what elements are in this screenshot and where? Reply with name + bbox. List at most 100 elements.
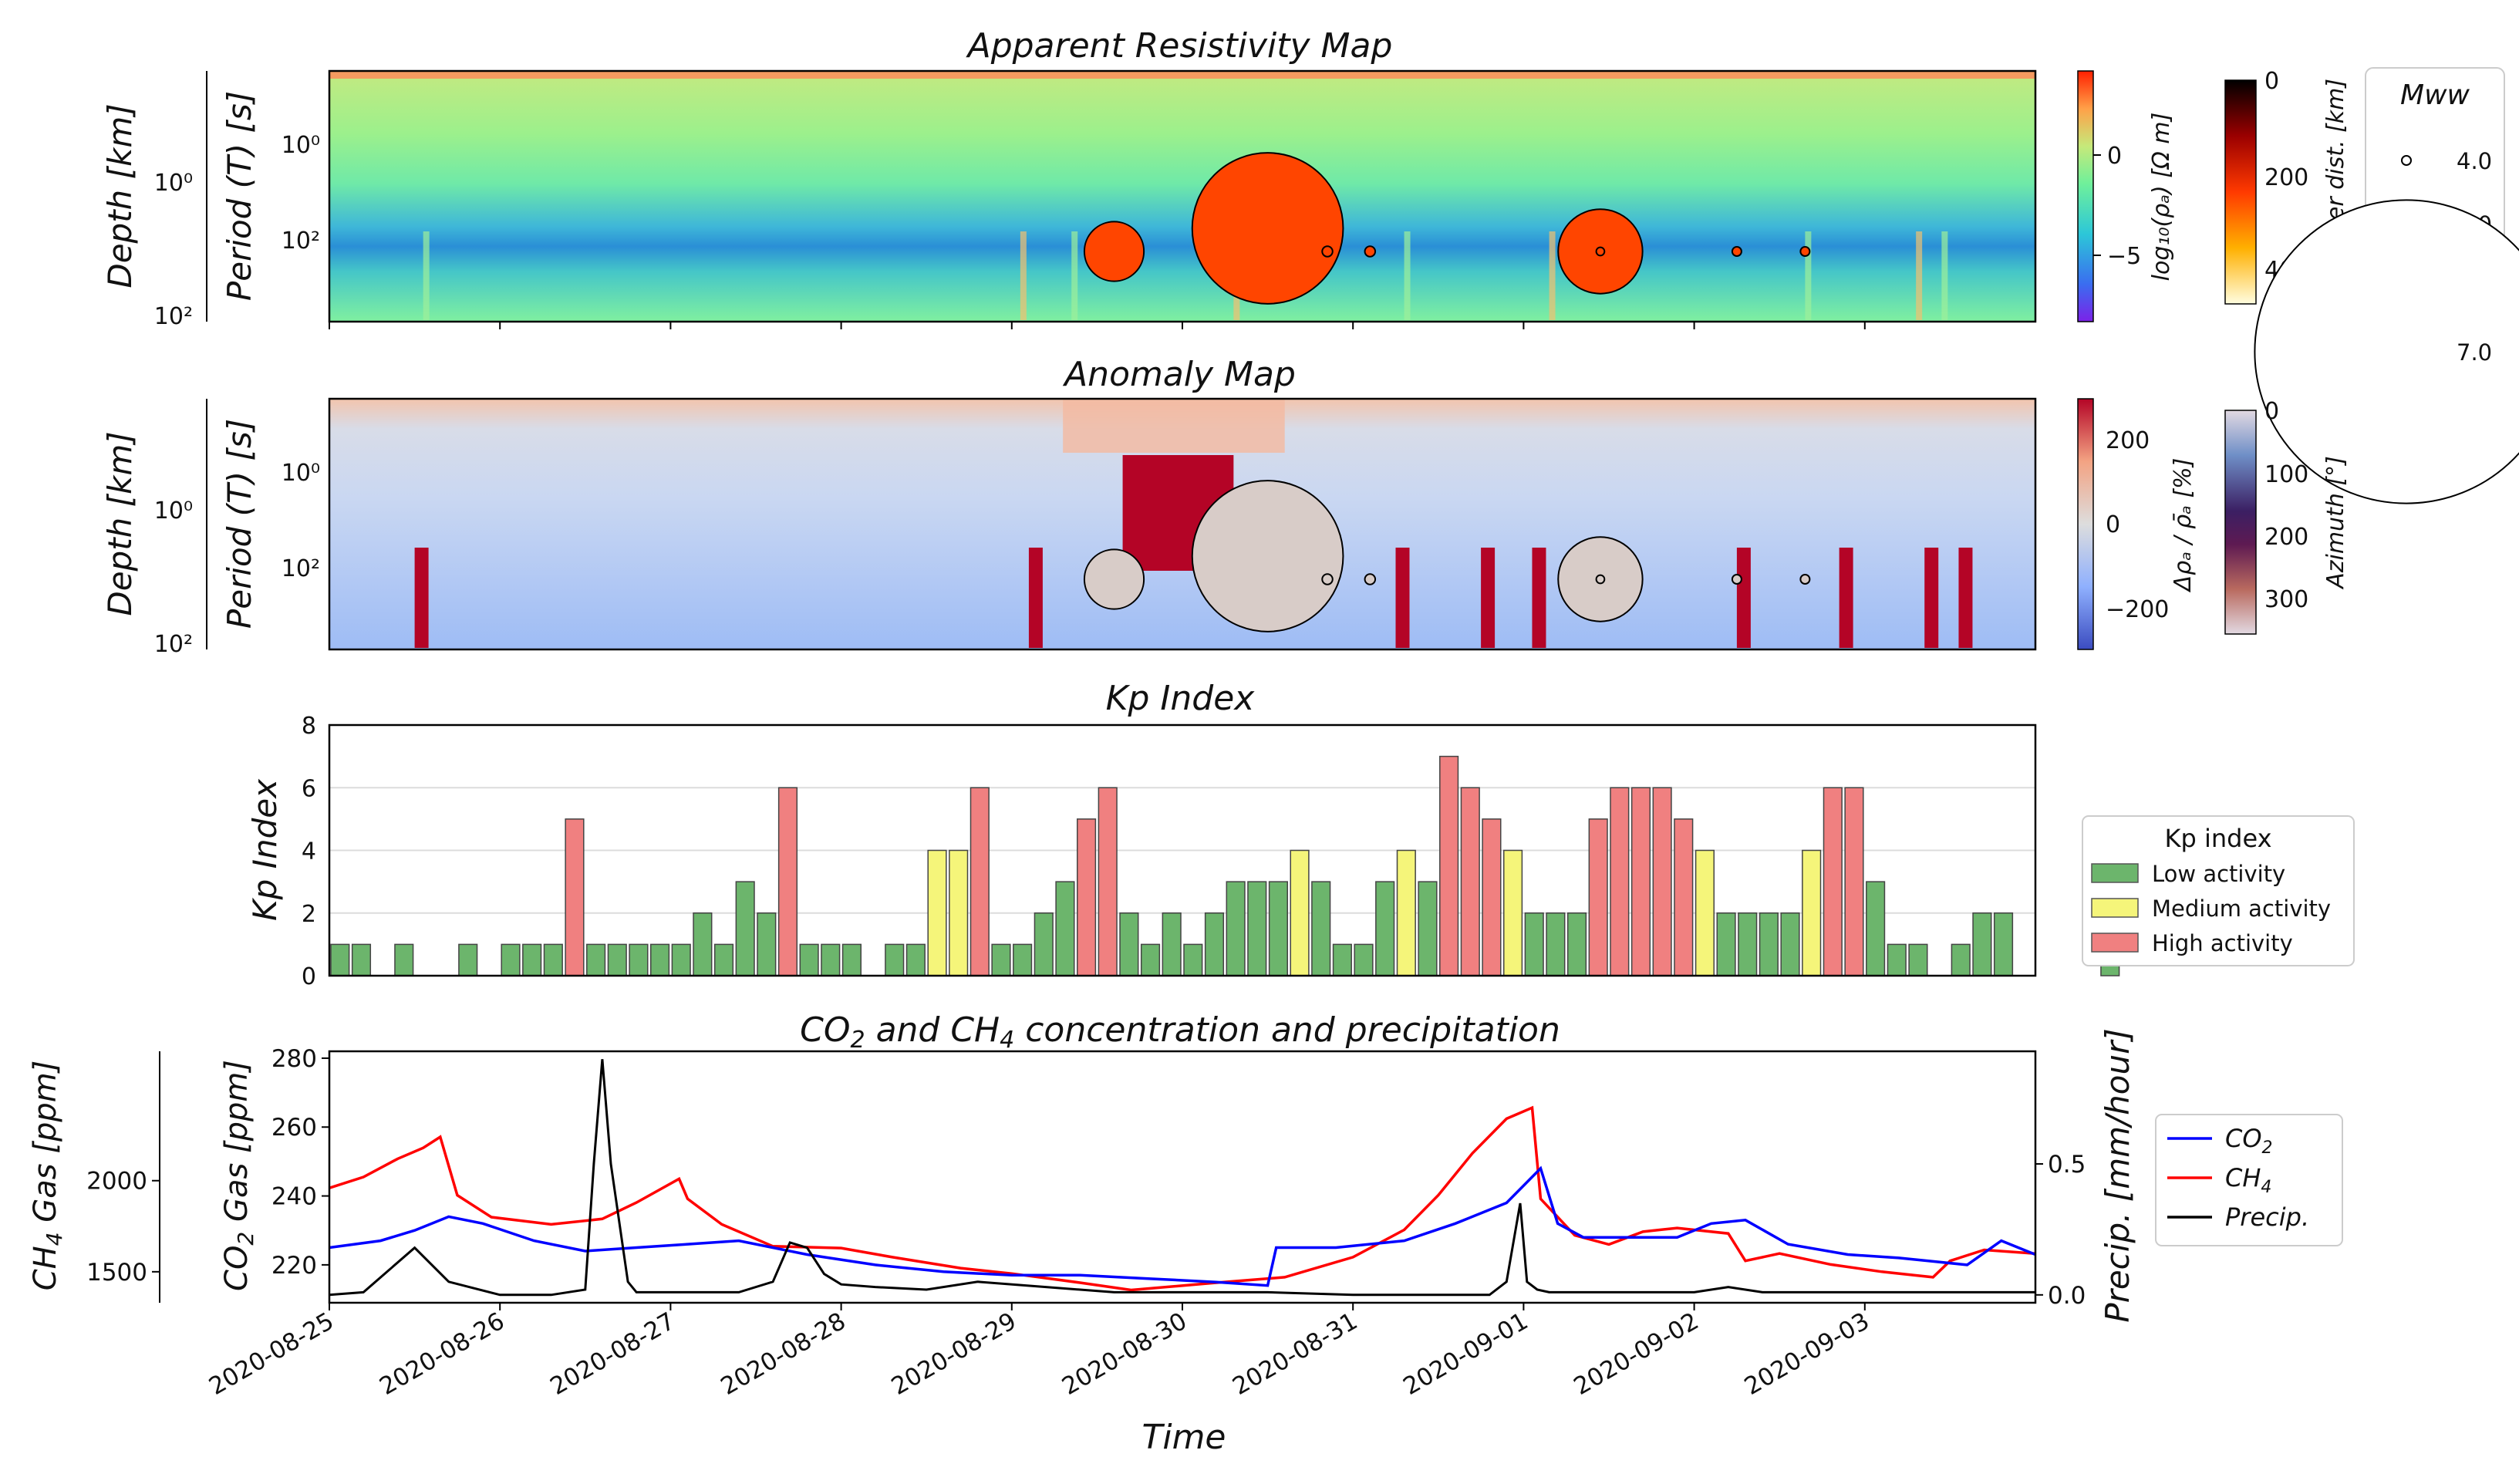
res-depth-label: Depth [km] [101,103,139,288]
kp-bar [1077,818,1097,976]
kp-bar [1162,912,1182,976]
co2-line [329,1165,2035,1287]
kp-title: Kp Index [1106,679,1256,718]
axis-tick-label: 260 [271,1114,317,1142]
kp-bar [1652,787,1672,976]
earthquake-marker [1799,246,1811,257]
anomaly-column [1481,548,1496,648]
ano-depth-label: Depth [km] [101,431,139,616]
kp-bar [1354,943,1374,976]
kp-bar [543,943,563,976]
kp-bar [1140,943,1161,976]
res-period-label: Period (T) [s] [221,91,258,301]
res-cbar-tick-1: −5 [2107,243,2141,270]
kp-bar [969,787,990,976]
kp-bar [1695,849,1715,976]
res-cbar-label: log₁₀(ρₐ) [Ω m] [2148,113,2175,282]
kp-bar [629,943,649,976]
kp-bar [1375,881,1395,976]
anomaly-earthquake-marker [1321,573,1334,585]
mww-legend-circle [2401,155,2412,166]
res-stripe [1549,231,1556,320]
res-period-tick-1: 10² [282,228,320,255]
kp-bar [1482,818,1502,976]
x-tick-label: 2020-09-02 [1570,1307,1704,1401]
kp-ytick: 2 [302,901,316,928]
kp-bar [799,943,819,976]
x-tick-label: 2020-08-31 [1228,1307,1362,1401]
legend-precip-label: Precip. [2225,1202,2309,1232]
kp-bar [693,912,713,976]
res-stripe [1805,231,1812,320]
kp-bar [394,943,414,976]
x-tick-label: 2020-09-03 [1740,1307,1874,1401]
kp-bar [1566,912,1587,976]
azimuth-colorbar [2224,410,2257,635]
az-tick-0: 0 [2264,398,2279,425]
x-tick-label: 2020-08-30 [1057,1307,1192,1401]
kp-bar [1823,787,1843,976]
kp-ytick: 8 [302,713,316,740]
kp-bar [1034,912,1054,976]
kp-bar [522,943,542,976]
kp-bar [1098,787,1118,976]
res-cbar-tick-0: 0 [2107,143,2122,170]
res-depth-tick-1: 10² [154,303,193,330]
kp-bar [991,943,1011,976]
kp-bar [1332,943,1352,976]
az-tick-1: 100 [2264,461,2308,488]
anomaly-earthquake-marker [1799,574,1811,585]
anomaly-blocks [414,399,1973,648]
ano-depth-tick-1: 10² [154,631,193,658]
kp-legend-low: Low activity [2152,861,2285,887]
kp-bar [1247,881,1267,976]
kp-bar [1588,818,1608,976]
res-period-tick-0: 10⁰ [282,132,320,159]
x-tick-label: 2020-08-28 [717,1307,851,1401]
kp-bar [607,943,627,976]
anomaly-earthquake-marker [1364,573,1377,585]
x-tick-label: 2020-08-29 [887,1307,1021,1401]
precip-line [329,1059,2035,1297]
kp-bar [1268,881,1288,976]
kp-ytick: 4 [302,838,316,865]
res-stripe [423,231,430,320]
kp-bar [777,787,798,976]
kp-bar [1290,849,1310,976]
kp-bar [885,943,905,976]
axis-tick-label: 0.0 [2048,1282,2086,1310]
kp-bar [841,943,862,976]
kp-legend-swatch-low [2091,863,2139,883]
ch4-line [329,1105,2035,1292]
gas-legend [2155,1114,2343,1246]
kp-bar [1460,787,1480,976]
kp-bar [1908,943,1928,976]
earthquake-marker [1321,245,1334,258]
kp-bar [1311,881,1331,976]
anomaly-panel: Anomaly Map Depth [km] Period (T) [s] 10… [101,355,2349,658]
kp-bar [565,818,585,976]
ch4-axis-label: CH4 Gas [ppm] [28,1061,67,1291]
gas-title: CO2 and CH4 concentration and precipitat… [800,1010,1560,1054]
earthquake-marker [1731,246,1742,257]
x-axis-title: Time [1141,1418,1226,1457]
mww-legend-label: 4.0 [2457,148,2492,174]
res-stripe [1404,231,1411,320]
kp-bar [1972,912,1992,976]
kp-bar [1780,912,1800,976]
az-tick-2: 200 [2264,524,2308,551]
kp-bar [1119,912,1139,976]
anomaly-earthquake-marker [1191,480,1344,632]
kp-bar [650,943,670,976]
x-tick-label: 2020-08-25 [204,1307,339,1401]
kp-bar [1013,943,1033,976]
kp-ylabel: Kp Index [246,778,284,921]
kp-bar [1183,943,1203,976]
kp-bars [330,755,2120,976]
ano-cbar-tick-1: 0 [2106,511,2120,538]
kp-bar [927,849,947,976]
kp-bar [1418,881,1438,976]
kp-bar [1887,943,1907,976]
ano-depth-tick-0: 10⁰ [154,497,193,524]
kp-bar [1610,787,1630,976]
